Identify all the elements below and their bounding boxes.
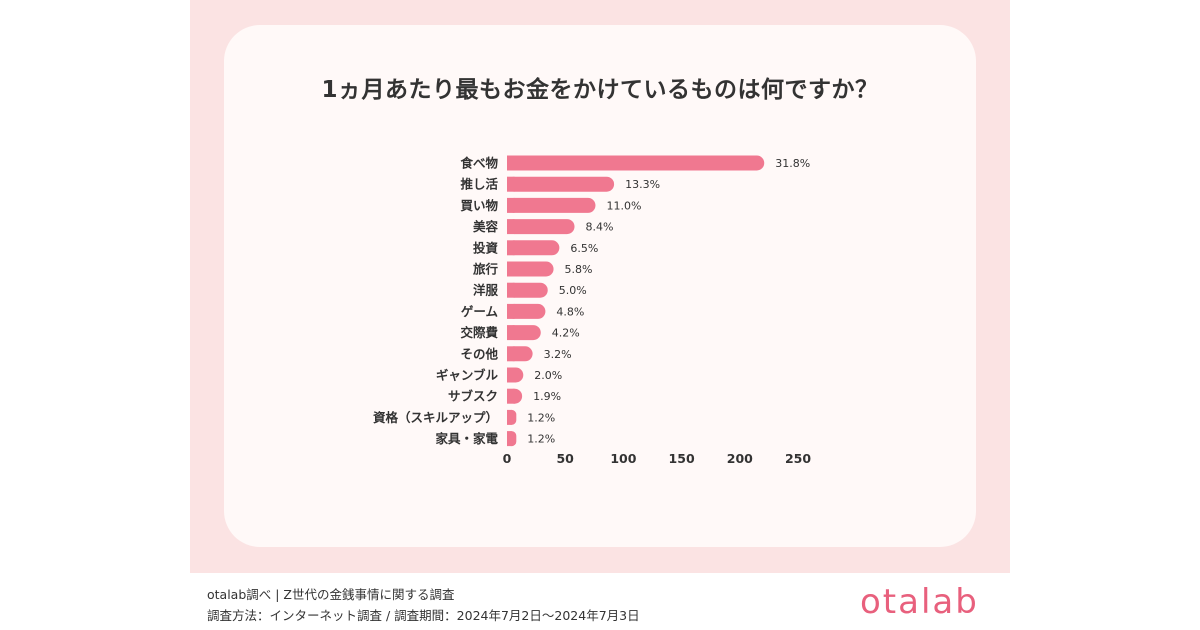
- category-label: 資格（スキルアップ）: [373, 410, 498, 425]
- category-label: 洋服: [473, 283, 499, 298]
- bar-base: [507, 197, 515, 213]
- x-tick-label: 200: [727, 451, 753, 466]
- bar-base: [507, 409, 512, 425]
- bar: [507, 197, 596, 213]
- category-label: 投資: [473, 240, 499, 255]
- bar: [507, 282, 548, 298]
- category-label: ギャンブル: [436, 368, 499, 383]
- bar-base: [507, 346, 515, 362]
- data-label: 8.4%: [586, 221, 614, 234]
- otalab-logo: otalab: [860, 582, 979, 622]
- data-label: 3.2%: [544, 348, 572, 361]
- bar: [507, 261, 554, 277]
- data-label: 6.5%: [570, 242, 598, 255]
- bar: [507, 176, 615, 192]
- data-label: 11.0%: [606, 199, 641, 212]
- category-label: 交際費: [460, 325, 498, 340]
- data-label: 5.8%: [565, 263, 593, 276]
- x-tick-label: 150: [669, 451, 695, 466]
- data-label: 5.0%: [559, 284, 587, 297]
- category-label: 旅行: [472, 262, 499, 277]
- bar-base: [507, 282, 515, 298]
- bar: [507, 219, 575, 235]
- data-label: 1.9%: [533, 390, 561, 403]
- bar-base: [507, 240, 515, 256]
- pink-panel: [190, 0, 1010, 573]
- bar: [507, 303, 546, 319]
- bar: [507, 325, 541, 341]
- footer-source: otalab調べ | Z世代の金銭事情に関する調査: [207, 587, 455, 602]
- category-label: 買い物: [460, 198, 498, 213]
- bar-base: [507, 219, 515, 235]
- category-label: ゲーム: [461, 304, 499, 319]
- x-tick-label: 50: [556, 451, 574, 466]
- chart-card: [224, 25, 976, 547]
- data-label: 2.0%: [534, 369, 562, 382]
- footer-method: 調査方法：インターネット調査 / 調査期間：2024年7月2日〜2024年7月3…: [207, 608, 640, 623]
- bar: [507, 240, 560, 256]
- category-label: 食べ物: [459, 156, 498, 171]
- x-tick-label: 250: [785, 451, 811, 466]
- data-label: 1.2%: [527, 411, 555, 424]
- bar-base: [507, 431, 512, 447]
- category-label: その他: [460, 346, 498, 361]
- bar-base: [507, 367, 515, 383]
- x-tick-label: 0: [503, 451, 512, 466]
- data-label: 31.8%: [775, 157, 810, 170]
- category-label: サブスク: [448, 389, 498, 404]
- chart-title: 1ヵ月あたり最もお金をかけているものは何ですか？: [321, 77, 879, 103]
- footer: otalab調べ | Z世代の金銭事情に関する調査 調査方法：インターネット調査…: [207, 584, 640, 626]
- category-label: 家具・家電: [435, 431, 498, 446]
- bar-base: [507, 325, 515, 341]
- bar-base: [507, 303, 515, 319]
- data-label: 4.2%: [552, 327, 580, 340]
- category-label: 推し活: [460, 177, 498, 192]
- bar-base: [507, 155, 515, 171]
- bar: [507, 155, 765, 171]
- bar-base: [507, 261, 515, 277]
- bar-base: [507, 176, 515, 192]
- data-label: 4.8%: [556, 305, 584, 318]
- category-label: 美容: [473, 219, 499, 234]
- data-label: 1.2%: [527, 433, 555, 446]
- x-tick-label: 100: [610, 451, 636, 466]
- data-label: 13.3%: [625, 178, 660, 191]
- bar-base: [507, 388, 515, 404]
